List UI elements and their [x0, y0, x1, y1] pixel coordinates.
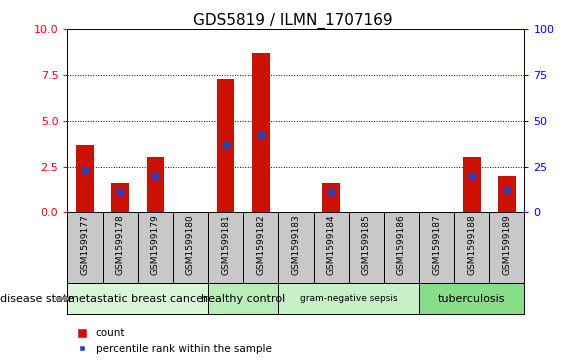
Text: GSM1599184: GSM1599184: [326, 215, 336, 275]
Bar: [111, 183, 129, 212]
Bar: [208, 283, 278, 314]
Text: gram-negative sepsis: gram-negative sepsis: [300, 294, 397, 303]
Legend: count, percentile rank within the sample: count, percentile rank within the sample: [73, 324, 275, 358]
Bar: [146, 158, 164, 212]
Text: GSM1599179: GSM1599179: [151, 215, 160, 275]
Bar: [322, 183, 340, 212]
Text: GSM1599185: GSM1599185: [362, 215, 371, 275]
Bar: [463, 158, 481, 212]
Text: GSM1599177: GSM1599177: [80, 215, 90, 275]
Text: metastatic breast cancer: metastatic breast cancer: [68, 294, 207, 303]
Text: GSM1599189: GSM1599189: [502, 215, 512, 275]
Text: GSM1599187: GSM1599187: [432, 215, 441, 275]
Text: GSM1599182: GSM1599182: [256, 215, 265, 275]
Text: disease state: disease state: [0, 294, 74, 303]
Bar: [76, 144, 94, 212]
Text: GSM1599186: GSM1599186: [397, 215, 406, 275]
Text: GSM1599178: GSM1599178: [115, 215, 125, 275]
Text: tuberculosis: tuberculosis: [438, 294, 506, 303]
Bar: [252, 53, 270, 212]
Bar: [278, 283, 419, 314]
Text: healthy control: healthy control: [201, 294, 285, 303]
Bar: [217, 78, 234, 212]
Text: GDS5819 / ILMN_1707169: GDS5819 / ILMN_1707169: [193, 13, 393, 29]
Text: GSM1599181: GSM1599181: [221, 215, 230, 275]
Text: GSM1599180: GSM1599180: [186, 215, 195, 275]
Bar: [419, 283, 524, 314]
Bar: [67, 283, 208, 314]
Text: GSM1599183: GSM1599183: [291, 215, 301, 275]
Text: GSM1599188: GSM1599188: [467, 215, 476, 275]
Bar: [498, 176, 516, 212]
